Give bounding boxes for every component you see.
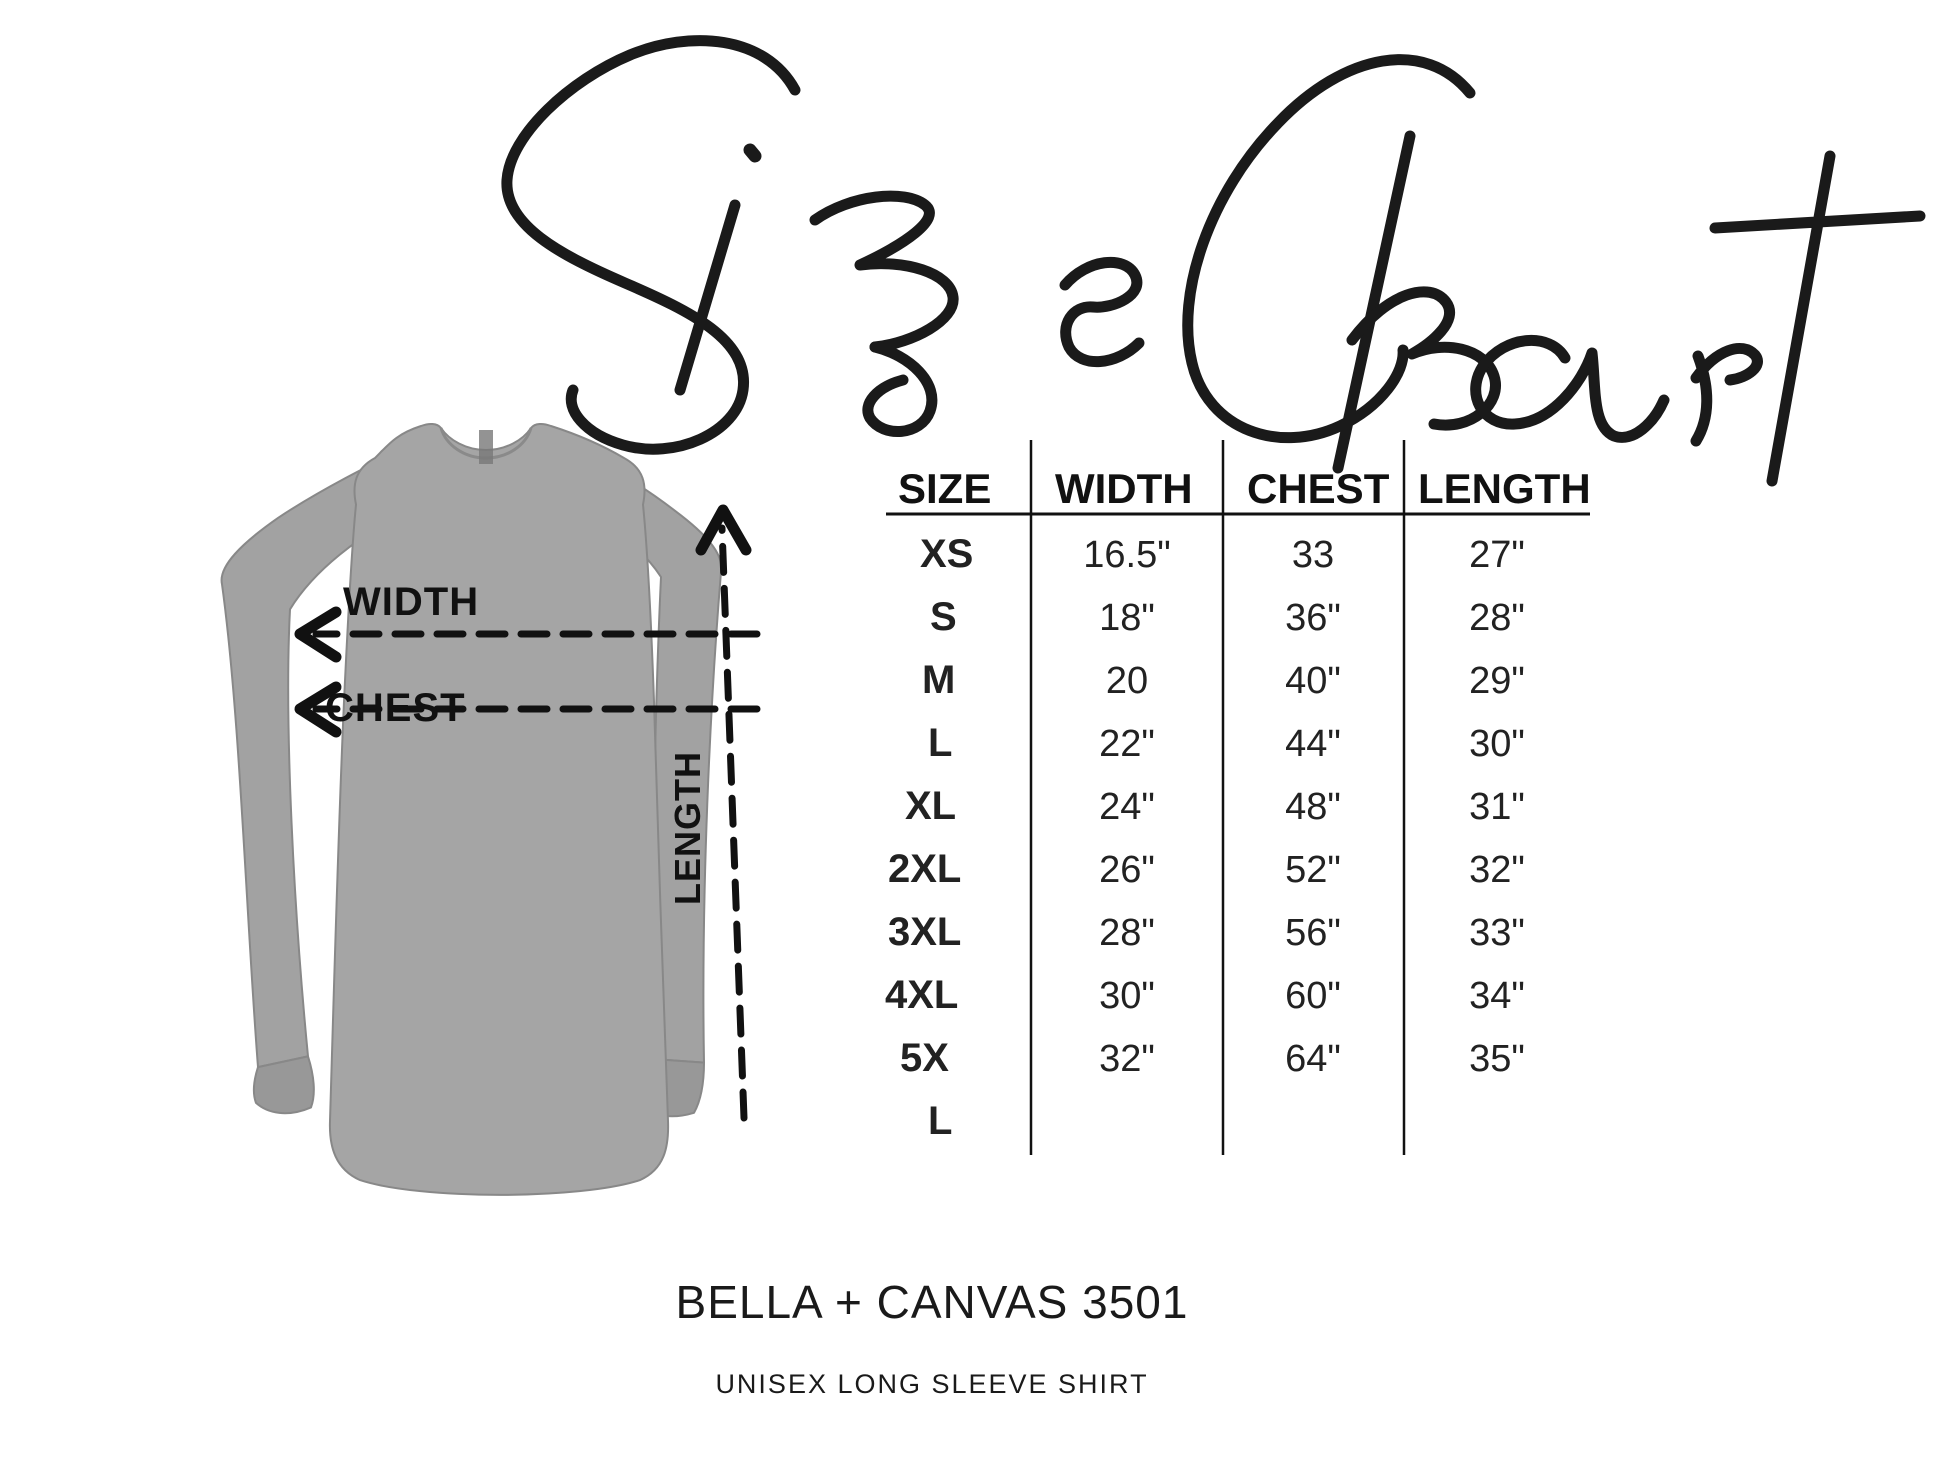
svg-text:BELLA + CANVAS 3501: BELLA + CANVAS 3501 bbox=[676, 1276, 1189, 1328]
svg-text:UNISEX LONG SLEEVE SHIRT: UNISEX LONG SLEEVE SHIRT bbox=[715, 1369, 1148, 1399]
